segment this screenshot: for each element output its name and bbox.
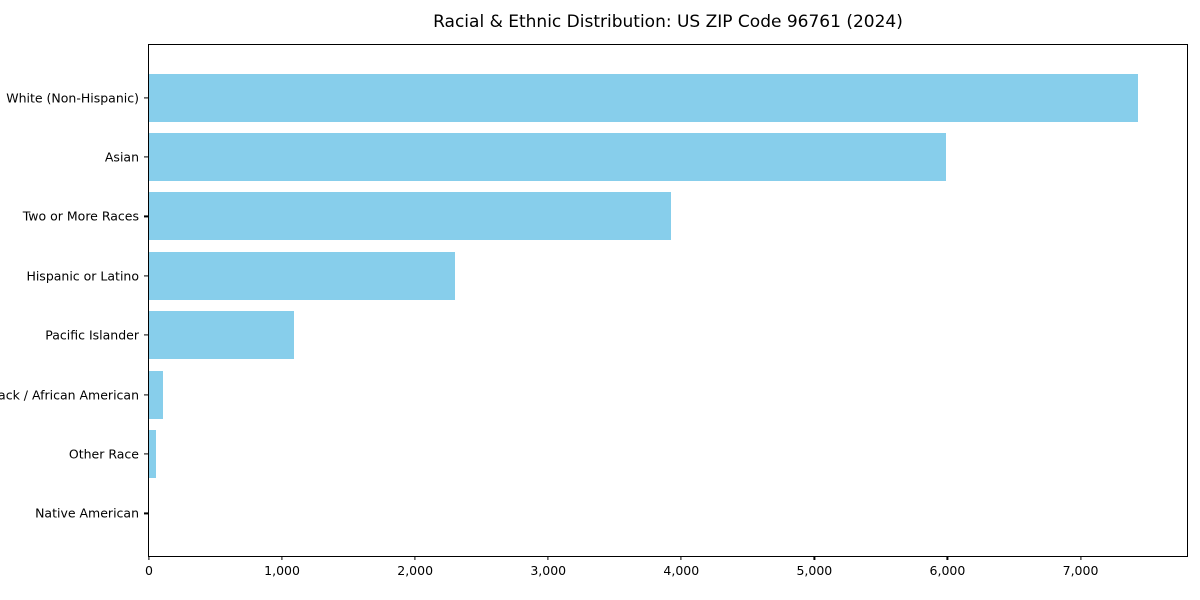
bar-row: Black / African American xyxy=(0,365,1187,424)
x-tick-mark xyxy=(1079,556,1082,560)
bar xyxy=(149,311,295,360)
category-label: White (Non-Hispanic) xyxy=(6,90,139,106)
y-tick-mark xyxy=(144,334,149,336)
bar xyxy=(149,192,671,241)
category-label: Native American xyxy=(35,505,139,521)
y-tick-mark xyxy=(144,453,149,455)
x-tick-label: 5,000 xyxy=(796,563,833,578)
bar xyxy=(149,73,1138,122)
bar-row: Asian xyxy=(105,127,1187,186)
x-tick-label: 7,000 xyxy=(1062,563,1099,578)
bar-row: White (Non-Hispanic) xyxy=(6,68,1187,127)
x-tick-mark xyxy=(148,556,150,560)
x-tick-mark xyxy=(547,556,549,560)
plot-area: White (Non-Hispanic) Asian Two or More R… xyxy=(0,44,1188,578)
x-tick-label: 4,000 xyxy=(663,563,700,578)
bar-row: Native American xyxy=(35,484,1187,543)
category-label: Black / African American xyxy=(0,387,139,403)
category-label: Other Race xyxy=(68,446,139,462)
x-tick-label: 1,000 xyxy=(264,563,300,578)
y-tick-mark xyxy=(144,393,149,396)
chart-title: Racial & Ethnic Distribution: US ZIP Cod… xyxy=(433,12,903,32)
bar xyxy=(149,251,456,300)
x-tick-mark xyxy=(680,556,682,560)
category-label: Pacific Islander xyxy=(45,327,139,343)
bar xyxy=(149,133,947,182)
y-tick-mark xyxy=(144,512,149,514)
bar-rows: White (Non-Hispanic) Asian Two or More R… xyxy=(0,45,1187,556)
category-label: Hispanic or Latino xyxy=(26,268,139,284)
x-tick-label: 0 xyxy=(145,563,153,578)
x-tick-label: 2,000 xyxy=(397,563,434,578)
category-label: Two or More Races xyxy=(22,208,139,224)
x-tick-label: 6,000 xyxy=(929,563,966,578)
x-tick-mark xyxy=(281,556,283,560)
bar-row: Hispanic or Latino xyxy=(26,246,1187,305)
y-tick-mark xyxy=(144,215,149,218)
bar-row: Two or More Races xyxy=(23,187,1187,246)
x-tick-mark xyxy=(414,556,416,560)
x-tick-mark xyxy=(946,556,949,560)
bar-row: Pacific Islander xyxy=(45,306,1187,365)
x-tick-label: 3,000 xyxy=(530,563,567,578)
category-label: Asian xyxy=(104,149,139,165)
y-tick-mark xyxy=(144,275,149,277)
y-tick-mark xyxy=(144,156,149,158)
x-tick-mark xyxy=(813,556,815,560)
bar-row: Other Race xyxy=(69,424,1187,483)
bar xyxy=(149,370,163,419)
bar xyxy=(149,429,156,478)
y-tick-mark xyxy=(144,97,149,99)
